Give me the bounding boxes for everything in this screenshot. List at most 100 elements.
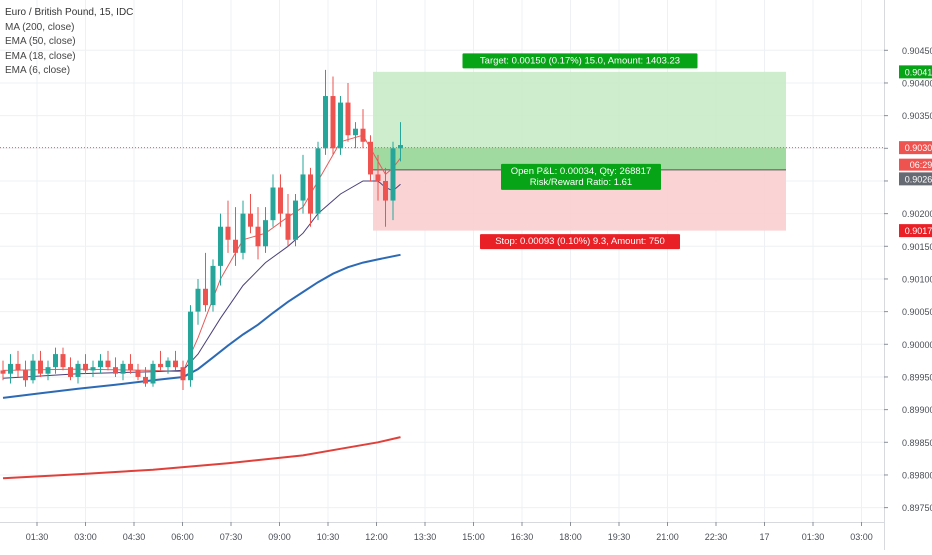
stop-label[interactable]: Stop: 0.00093 (0.10%) 9.3, Amount: 750: [480, 234, 680, 250]
candle-body: [255, 226, 261, 247]
x-tick-label: 17: [759, 532, 769, 542]
countdown-badge: 06:29: [899, 158, 932, 171]
y-tick-label: 0.89750: [902, 503, 932, 513]
y-tick-label: 0.90000: [902, 340, 932, 350]
y-tick-label: 0.90100: [902, 274, 932, 284]
candle-body: [15, 363, 21, 371]
candle-body: [323, 96, 328, 149]
candle-body: [293, 200, 298, 240]
candle-body: [218, 226, 223, 266]
x-tick-label: 03:00: [850, 532, 873, 542]
pnl-label[interactable]: Open P&L: 0.00034, Qty: 268817Risk/Rewar…: [501, 163, 661, 190]
candle-body: [45, 367, 51, 374]
x-tick-label: 09:00: [268, 532, 291, 542]
candle-body: [105, 360, 111, 368]
candle-body: [83, 363, 88, 371]
candle-body: [225, 226, 231, 240]
candle-body: [173, 360, 178, 368]
entry-price-badge: 0.90267: [899, 172, 932, 186]
pnl-label-box: [501, 163, 661, 190]
target-label-box: [462, 53, 698, 69]
countdown-badge-box: [899, 158, 932, 171]
candle-body: [195, 288, 201, 312]
target-label[interactable]: Target: 0.00150 (0.17%) 15.0, Amount: 14…: [462, 53, 698, 69]
candle-body: [165, 360, 171, 368]
candle-body: [285, 213, 291, 240]
x-tick-label: 04:30: [123, 532, 146, 542]
y-tick-label: 0.90350: [902, 111, 932, 121]
countdown-badge-text: 06:29: [910, 160, 932, 170]
candle-body: [360, 128, 366, 142]
position-labels[interactable]: Target: 0.00150 (0.17%) 15.0, Amount: 14…: [462, 53, 698, 250]
y-tick-label: 0.89800: [902, 470, 932, 480]
candle-body: [390, 148, 396, 201]
candle-body: [158, 363, 163, 368]
entry-price-badge-text: 0.90267: [905, 174, 932, 184]
candle-body: [143, 376, 148, 384]
x-tick-label: 15:00: [462, 532, 485, 542]
candle-body: [330, 96, 336, 149]
indicator-ema50[interactable]: EMA (50, close): [5, 36, 76, 47]
symbol-title[interactable]: Euro / British Pound, 15, IDC: [5, 7, 134, 18]
candle-body: [113, 367, 118, 374]
y-tick-label: 0.89950: [902, 372, 932, 382]
candle-body: [398, 145, 403, 149]
x-tick-label: 01:30: [26, 532, 49, 542]
x-tick-label: 19:30: [608, 532, 631, 542]
entry-price-badge-box: [899, 172, 932, 186]
indicator-lines: [2, 134, 401, 480]
candle-body: [240, 213, 246, 253]
series-line: [2, 436, 401, 480]
pnl-label-text: Risk/Reward Ratio: 1.61: [530, 177, 632, 188]
position-zones[interactable]: [373, 71, 786, 231]
stop-price-badge-box: [899, 224, 932, 238]
candle-body: [270, 187, 276, 221]
candle-body: [120, 363, 126, 374]
x-tick-label: 21:00: [656, 532, 679, 542]
stop-price-badge-text: 0.90174: [905, 226, 932, 236]
indicator-ema6[interactable]: EMA (6, close): [5, 65, 71, 76]
candle-body: [248, 213, 253, 227]
target-label-text: Target: 0.00150 (0.17%) 15.0, Amount: 14…: [480, 55, 680, 66]
candle-body: [38, 360, 43, 374]
candle-body: [375, 174, 381, 181]
x-tick-label: 07:30: [220, 532, 243, 542]
y-tick-label: 0.90200: [902, 209, 932, 219]
candle-body: [300, 174, 306, 201]
stop-label-box: [480, 234, 680, 250]
x-tick-label: 06:00: [171, 532, 194, 542]
x-tick-label: 13:30: [414, 532, 437, 542]
candle-body: [315, 148, 321, 214]
candle-body: [338, 102, 343, 149]
indicator-ma200[interactable]: MA (200, close): [5, 21, 75, 33]
candle-body: [90, 367, 96, 371]
candle-body: [75, 363, 81, 377]
candle-body: [368, 141, 373, 175]
x-tick-label: 03:00: [74, 532, 97, 542]
legend: Euro / British Pound, 15, IDC MA (200, c…: [5, 6, 133, 79]
candle-body: [8, 363, 13, 374]
candle-body: [23, 370, 28, 381]
y-tick-label: 0.90450: [902, 46, 932, 56]
x-tick-label: 12:00: [365, 532, 388, 542]
candle-body: [233, 239, 238, 253]
y-tick-label: 0.90150: [902, 242, 932, 252]
last-price-badge: 0.90301: [899, 141, 932, 155]
candle-body: [128, 363, 133, 371]
indicator-ema18[interactable]: EMA (18, close): [5, 50, 76, 62]
series-line: [2, 253, 401, 399]
target-price-badge: 0.90417: [899, 65, 932, 79]
x-tick-label: 16:30: [511, 532, 534, 542]
pnl-label-text: Open P&L: 0.00034, Qty: 268817: [511, 166, 652, 177]
candle-body: [53, 354, 58, 368]
candles: [0, 69, 403, 391]
series-line: [2, 134, 401, 373]
candle-body: [203, 288, 208, 306]
candle-body: [278, 187, 283, 214]
x-tick-label: 18:00: [559, 532, 582, 542]
last-price-badge-box: [899, 141, 932, 155]
candle-body: [210, 265, 216, 306]
